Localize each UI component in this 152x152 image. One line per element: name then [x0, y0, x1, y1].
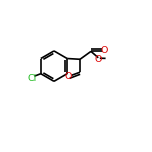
- Text: Cl: Cl: [27, 74, 36, 83]
- Text: O: O: [100, 46, 108, 55]
- Text: O: O: [64, 72, 72, 81]
- Text: O: O: [95, 55, 102, 64]
